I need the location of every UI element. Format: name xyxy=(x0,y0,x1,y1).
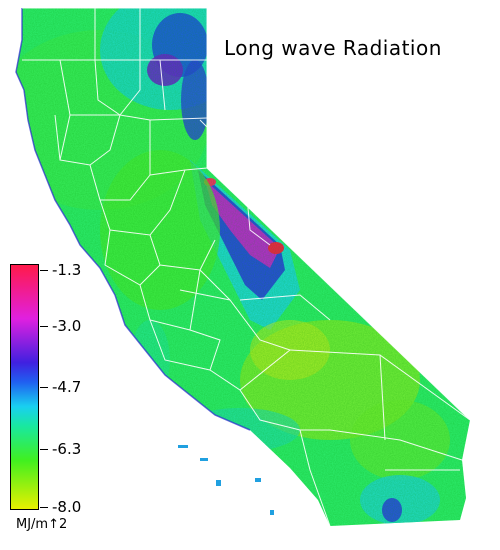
coastline xyxy=(15,8,251,431)
colorbar-label-2: -3.0 xyxy=(52,317,82,335)
colorbar-tick xyxy=(40,270,48,271)
colorbar-tick xyxy=(40,507,48,508)
map-title: Long wave Radiation xyxy=(224,36,442,60)
colorbar-label-min: -8.0 xyxy=(52,498,82,516)
channel-islands xyxy=(178,445,274,515)
colorbar-label-4: -6.3 xyxy=(52,440,82,458)
colorbar-tick xyxy=(40,326,48,327)
colorbar xyxy=(10,264,39,510)
county-boundaries xyxy=(22,7,471,527)
colorbar-units: MJ/m↑2 xyxy=(16,517,68,532)
colorbar-tick xyxy=(40,449,48,450)
colorbar-label-max: -1.3 xyxy=(52,261,82,279)
colorbar-label-3: -4.7 xyxy=(52,378,82,396)
colorbar-tick xyxy=(40,387,48,388)
